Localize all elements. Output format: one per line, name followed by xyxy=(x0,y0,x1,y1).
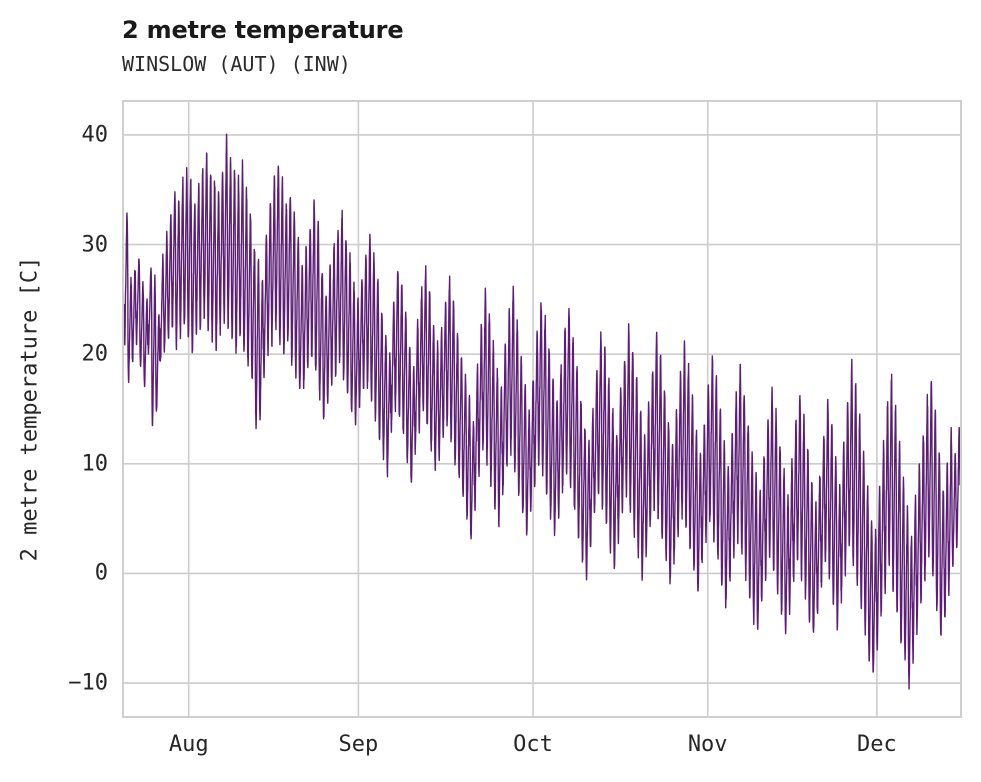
y-tick-label: 30 xyxy=(81,232,109,258)
y-axis-tick-group: 40 30 20 10 0 −10 xyxy=(0,0,108,782)
y-tick-label: 40 xyxy=(81,122,109,148)
plot-area xyxy=(122,100,962,718)
y-tick-label: 10 xyxy=(81,451,109,477)
x-tick-label: Sep xyxy=(338,732,379,757)
y-tick-label: 0 xyxy=(94,560,108,586)
x-tick-label: Oct xyxy=(513,732,553,757)
x-tick-label: Dec xyxy=(857,732,897,757)
plot-inner xyxy=(124,102,960,716)
temperature-line xyxy=(124,133,960,690)
temperature-series-svg xyxy=(124,102,960,716)
chart-subtitle: WINSLOW (AUT) (INW) xyxy=(122,52,351,76)
x-tick-label: Nov xyxy=(687,732,728,757)
y-tick-label: 20 xyxy=(81,341,109,367)
page-title: 2 metre temperature xyxy=(122,16,404,44)
x-tick-label: Aug xyxy=(168,732,209,757)
y-tick-label: −10 xyxy=(68,670,108,696)
